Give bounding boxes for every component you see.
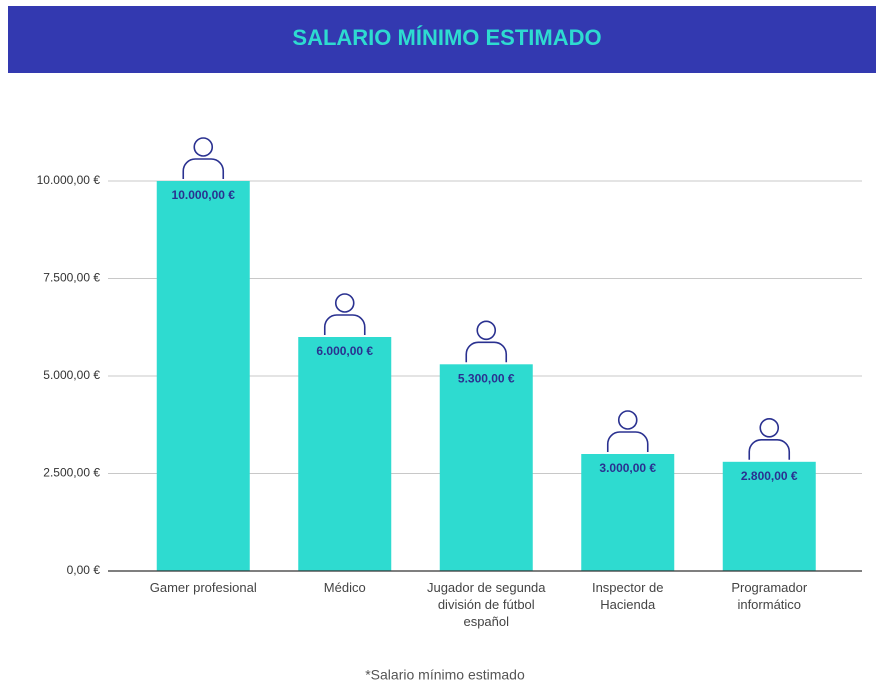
x-tick-label: Jugador de segunda división de fútbol es…: [426, 580, 546, 629]
value-label: 3.000,00 €: [599, 461, 656, 475]
value-label: 2.800,00 €: [741, 469, 798, 483]
bar: [439, 364, 533, 571]
x-tick-label: Gamer profesional: [149, 580, 257, 595]
footnote: *Salario mínimo estimado: [365, 667, 525, 683]
y-tick-label: 2.500,00 €: [43, 466, 100, 480]
icon: [334, 293, 355, 313]
bar: [298, 337, 392, 571]
icon: [465, 341, 508, 363]
value-label: 10.000,00 €: [172, 188, 236, 202]
header-band: [8, 6, 876, 73]
icon: [606, 431, 649, 452]
bar: [722, 461, 816, 571]
y-tick-label: 0,00 €: [67, 563, 101, 577]
y-tick-label: 7.500,00 €: [43, 271, 100, 285]
x-tick-label: Médico: [323, 580, 366, 595]
icon: [193, 137, 214, 157]
icon: [476, 320, 497, 341]
bar: [156, 181, 250, 571]
value-label: 5.300,00 €: [458, 371, 515, 385]
bar: [581, 454, 675, 571]
x-tick-label: Programador informático: [731, 580, 808, 612]
y-tick-label: 10.000,00 €: [37, 173, 101, 187]
icon: [748, 439, 791, 460]
icon: [323, 314, 366, 335]
chart-title: SALARIO MÍNIMO ESTIMADO: [292, 25, 601, 50]
icon: [759, 417, 780, 438]
icon: [182, 158, 225, 179]
y-tick-label: 5.000,00 €: [43, 368, 100, 382]
x-tick-label: Inspector de Hacienda: [591, 580, 664, 612]
icon: [617, 410, 638, 430]
value-label: 6.000,00 €: [316, 344, 373, 358]
